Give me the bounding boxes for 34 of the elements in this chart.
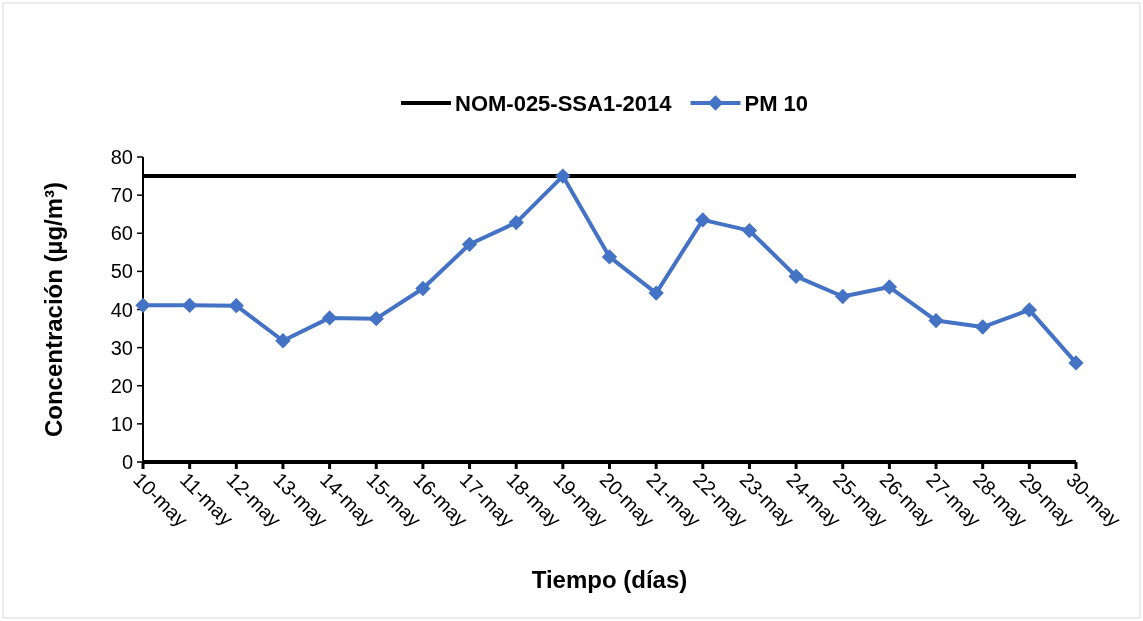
- y-tick-label: 10: [110, 412, 133, 435]
- point: [415, 280, 431, 297]
- legend-label: PM 10: [744, 90, 809, 116]
- point: [275, 333, 291, 349]
- legend-label: NOM-025-SSA1-2014: [455, 90, 673, 116]
- point: [508, 214, 524, 231]
- point: [601, 249, 618, 265]
- point: [788, 268, 804, 284]
- y-tick-label: 30: [110, 336, 133, 359]
- point: [835, 288, 851, 305]
- y-tick-label: 70: [110, 184, 133, 207]
- point: [695, 212, 711, 228]
- point: [1021, 302, 1038, 318]
- y-tick-label: 60: [110, 222, 133, 245]
- point: [928, 312, 944, 329]
- point: [555, 168, 571, 184]
- y-axis-title: Concentración (µg/m³): [40, 181, 67, 438]
- point: [368, 310, 384, 327]
- point: [741, 222, 758, 239]
- point: [881, 279, 898, 295]
- y-tick-label: 80: [110, 146, 133, 168]
- point: [228, 298, 244, 314]
- point: [975, 319, 991, 335]
- point: [321, 310, 338, 326]
- point: [648, 285, 664, 301]
- point: [461, 236, 478, 252]
- point: [181, 297, 198, 313]
- point: [1068, 355, 1084, 371]
- y-tick-label: 0: [121, 451, 133, 473]
- point: [135, 297, 151, 313]
- y-tick-label: 20: [110, 374, 133, 397]
- y-tick-label: 40: [110, 298, 133, 321]
- x-axis-title: Tiempo (días): [531, 566, 688, 593]
- y-tick-label: 50: [110, 260, 133, 283]
